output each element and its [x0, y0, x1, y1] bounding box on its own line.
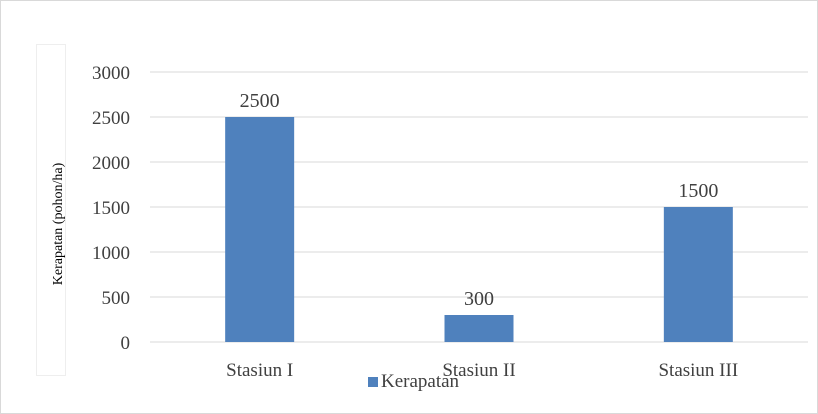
y-axis-title: Kerapatan (pohon/ha)	[51, 162, 66, 285]
y-tick-label: 1000	[92, 243, 130, 264]
x-category-labels: Stasiun I Stasiun II Stasiun III	[226, 360, 738, 381]
bar	[444, 315, 514, 342]
data-label: 2500	[240, 90, 280, 112]
y-tick-label: 2500	[92, 108, 130, 129]
y-tick-label: 2000	[92, 153, 130, 174]
y-tick-label: 1500	[92, 198, 130, 219]
x-category-label: Stasiun I	[226, 360, 293, 381]
data-label: 300	[464, 288, 494, 310]
y-tick-label: 3000	[92, 63, 130, 84]
data-label: 1500	[678, 180, 718, 202]
bar	[663, 207, 733, 342]
data-labels: 2500 300 1500	[240, 90, 719, 310]
y-tick-labels: 0 500 1000 1500 2000 2500 3000	[92, 63, 130, 354]
legend-swatch	[368, 377, 378, 387]
legend: Kerapatan	[368, 371, 460, 392]
y-axis-title-box	[36, 44, 66, 376]
y-tick-label: 500	[102, 288, 131, 309]
y-tick-label: 0	[121, 333, 131, 354]
bar	[225, 117, 295, 342]
bars	[225, 117, 733, 342]
x-category-label: Stasiun III	[658, 360, 738, 381]
legend-label-kerapatan: Kerapatan	[381, 371, 460, 392]
x-category-label: Stasiun II	[442, 360, 515, 381]
